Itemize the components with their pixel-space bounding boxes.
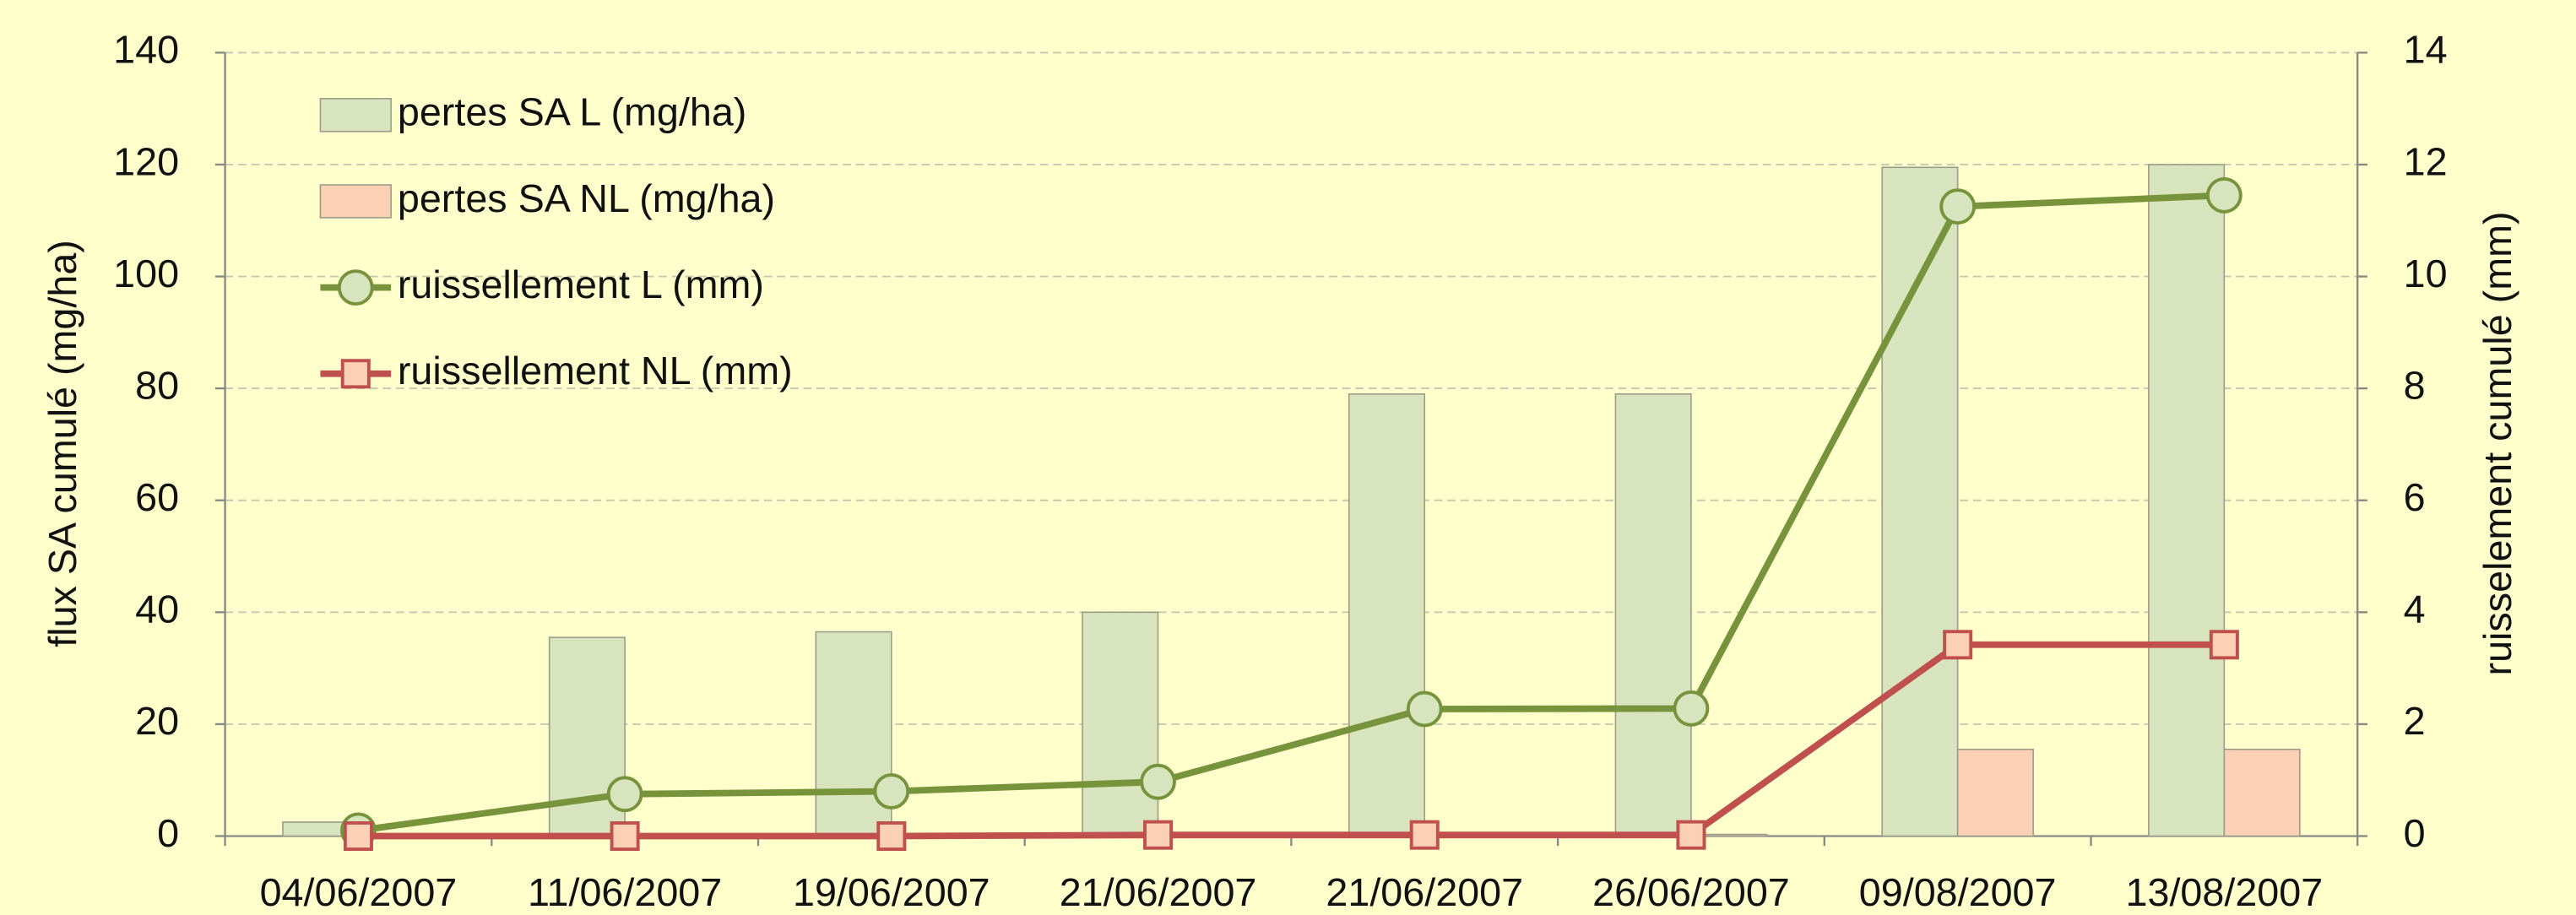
x-tick-label: 26/06/2007: [1592, 870, 1790, 914]
marker: [1406, 690, 1443, 728]
y2-tick-label: 6: [2404, 475, 2426, 519]
y2-axis-title: ruisselement cumulé (mm): [2476, 211, 2519, 675]
y2-tick-label: 12: [2404, 139, 2448, 183]
line: [357, 192, 2225, 834]
marker: [1943, 630, 1973, 660]
x-tick-label: 19/06/2007: [793, 870, 990, 914]
marker: [343, 820, 373, 852]
legend-label: pertes SA L (mg/ha): [398, 90, 746, 134]
legend-label: pertes SA NL (mg/ha): [398, 176, 775, 220]
marker: [2205, 177, 2242, 214]
y2-tick-label: 4: [2404, 587, 2426, 631]
y-tick-label: 20: [135, 699, 179, 743]
marker: [1143, 820, 1174, 850]
x-tick-label: 21/06/2007: [1060, 870, 1257, 914]
marker: [606, 776, 643, 813]
x-tick-label: 21/06/2007: [1326, 870, 1523, 914]
x-tick-label: 11/06/2007: [528, 870, 722, 914]
y-axis-title: flux SA cumulé (mg/ha): [41, 240, 84, 647]
bar: [2148, 164, 2226, 837]
marker: [873, 773, 910, 809]
bar: [1348, 393, 1426, 837]
legend-marker: [337, 269, 374, 306]
legend-label: ruissellement NL (mm): [398, 349, 793, 393]
y-tick-label: 80: [135, 363, 179, 407]
x-tick-label: 09/08/2007: [1859, 870, 2057, 914]
bar: [1956, 748, 2034, 837]
legend-label: ruissellement L (mm): [398, 263, 764, 306]
y-tick-label: 140: [113, 28, 179, 72]
x-tick-label: 13/08/2007: [2126, 870, 2324, 914]
marker: [876, 820, 907, 852]
y2-tick-label: 0: [2404, 811, 2426, 855]
x-tick-label: 04/06/2007: [260, 870, 458, 914]
y-tick-label: 0: [157, 811, 179, 855]
line: [358, 641, 2225, 840]
bar: [1614, 393, 1692, 837]
marker: [2209, 630, 2239, 660]
marker: [1409, 820, 1440, 850]
marker: [1676, 820, 1706, 850]
legend-swatch: [319, 98, 392, 133]
legend-swatch: [319, 184, 392, 219]
bar: [815, 631, 892, 837]
y2-tick-label: 2: [2404, 699, 2426, 743]
bar: [2223, 748, 2301, 837]
marker: [1939, 188, 1977, 225]
marker: [1140, 763, 1176, 800]
marker: [1673, 690, 1710, 727]
legend-marker: [340, 359, 371, 389]
bar: [1881, 166, 1959, 837]
y2-tick-label: 14: [2404, 28, 2448, 72]
y-tick-label: 100: [113, 252, 179, 295]
y2-tick-label: 10: [2404, 252, 2448, 295]
y2-tick-label: 8: [2404, 363, 2426, 407]
bar: [1082, 611, 1159, 837]
marker: [610, 820, 640, 852]
y-tick-label: 120: [113, 139, 179, 183]
y-tick-label: 60: [135, 475, 179, 519]
y-tick-label: 40: [135, 587, 179, 631]
